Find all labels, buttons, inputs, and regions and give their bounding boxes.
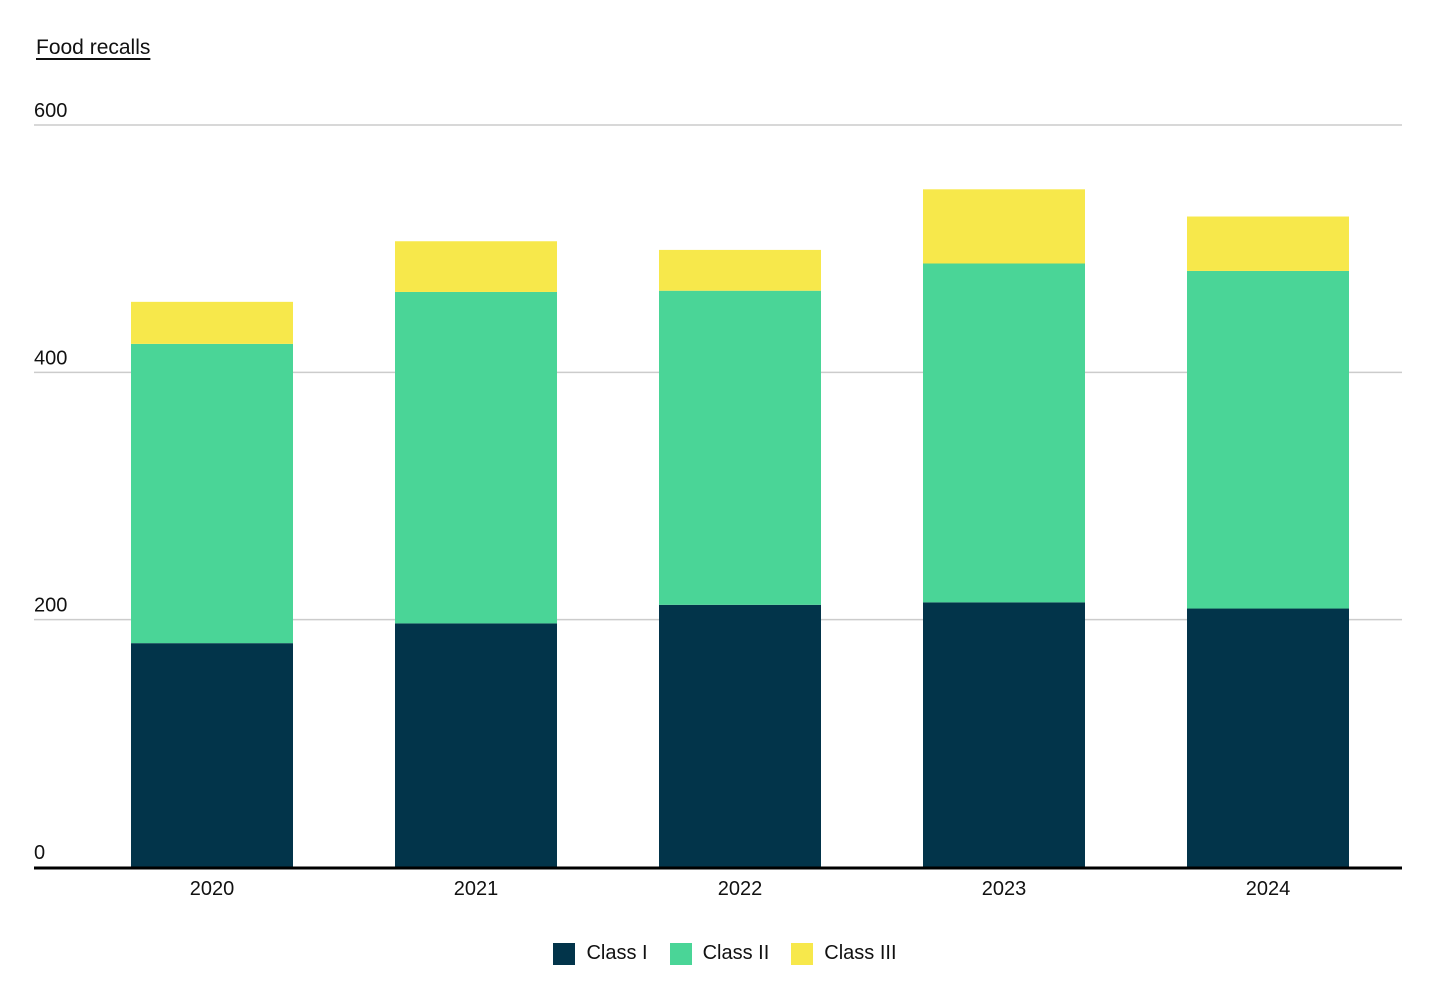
x-tick-label: 2021 xyxy=(454,878,499,900)
bar-2021-class-i xyxy=(395,623,557,867)
y-tick-label: 200 xyxy=(34,595,67,617)
bar-2022-class-iii xyxy=(659,249,821,291)
bar-2023-class-ii xyxy=(923,263,1085,603)
bar-2022-class-i xyxy=(659,604,821,867)
y-tick-label: 600 xyxy=(34,100,67,122)
bar-2020-class-iii xyxy=(131,301,293,344)
bar-2023-class-i xyxy=(923,602,1085,867)
y-tick-label: 400 xyxy=(34,347,67,369)
bar-2022-class-ii xyxy=(659,290,821,605)
bars xyxy=(131,189,1349,867)
legend-swatch xyxy=(669,942,692,965)
bar-2024-class-iii xyxy=(1187,216,1349,271)
x-tick-label: 2024 xyxy=(1246,878,1291,900)
legend-item: Class II xyxy=(669,942,770,965)
x-tick-label: 2023 xyxy=(982,878,1027,900)
y-tick-label: 0 xyxy=(34,842,45,864)
legend-swatch xyxy=(553,942,576,965)
x-tick-label: 2020 xyxy=(190,878,235,900)
legend-label: Class II xyxy=(702,942,770,964)
bar-2023-class-iii xyxy=(923,189,1085,264)
legend-item: Class I xyxy=(553,942,648,965)
legend-label: Class III xyxy=(824,942,897,964)
chart-title: Food recalls xyxy=(36,36,151,59)
bar-2020-class-i xyxy=(131,643,293,867)
bar-2024-class-ii xyxy=(1187,270,1349,609)
bar-2024-class-i xyxy=(1187,608,1349,867)
bar-2021-class-iii xyxy=(395,241,557,292)
axes: 0 200 400 600 2020 2021 2022 2023 2024 xyxy=(34,100,1402,900)
bar-2020-class-ii xyxy=(131,343,293,644)
x-tick-label: 2022 xyxy=(718,878,763,900)
legend-item: Class III xyxy=(791,942,897,965)
bar-2021-class-ii xyxy=(395,291,557,624)
legend: Class I Class II Class III xyxy=(0,942,1450,965)
legend-swatch xyxy=(791,942,814,965)
legend-label: Class I xyxy=(586,942,648,964)
